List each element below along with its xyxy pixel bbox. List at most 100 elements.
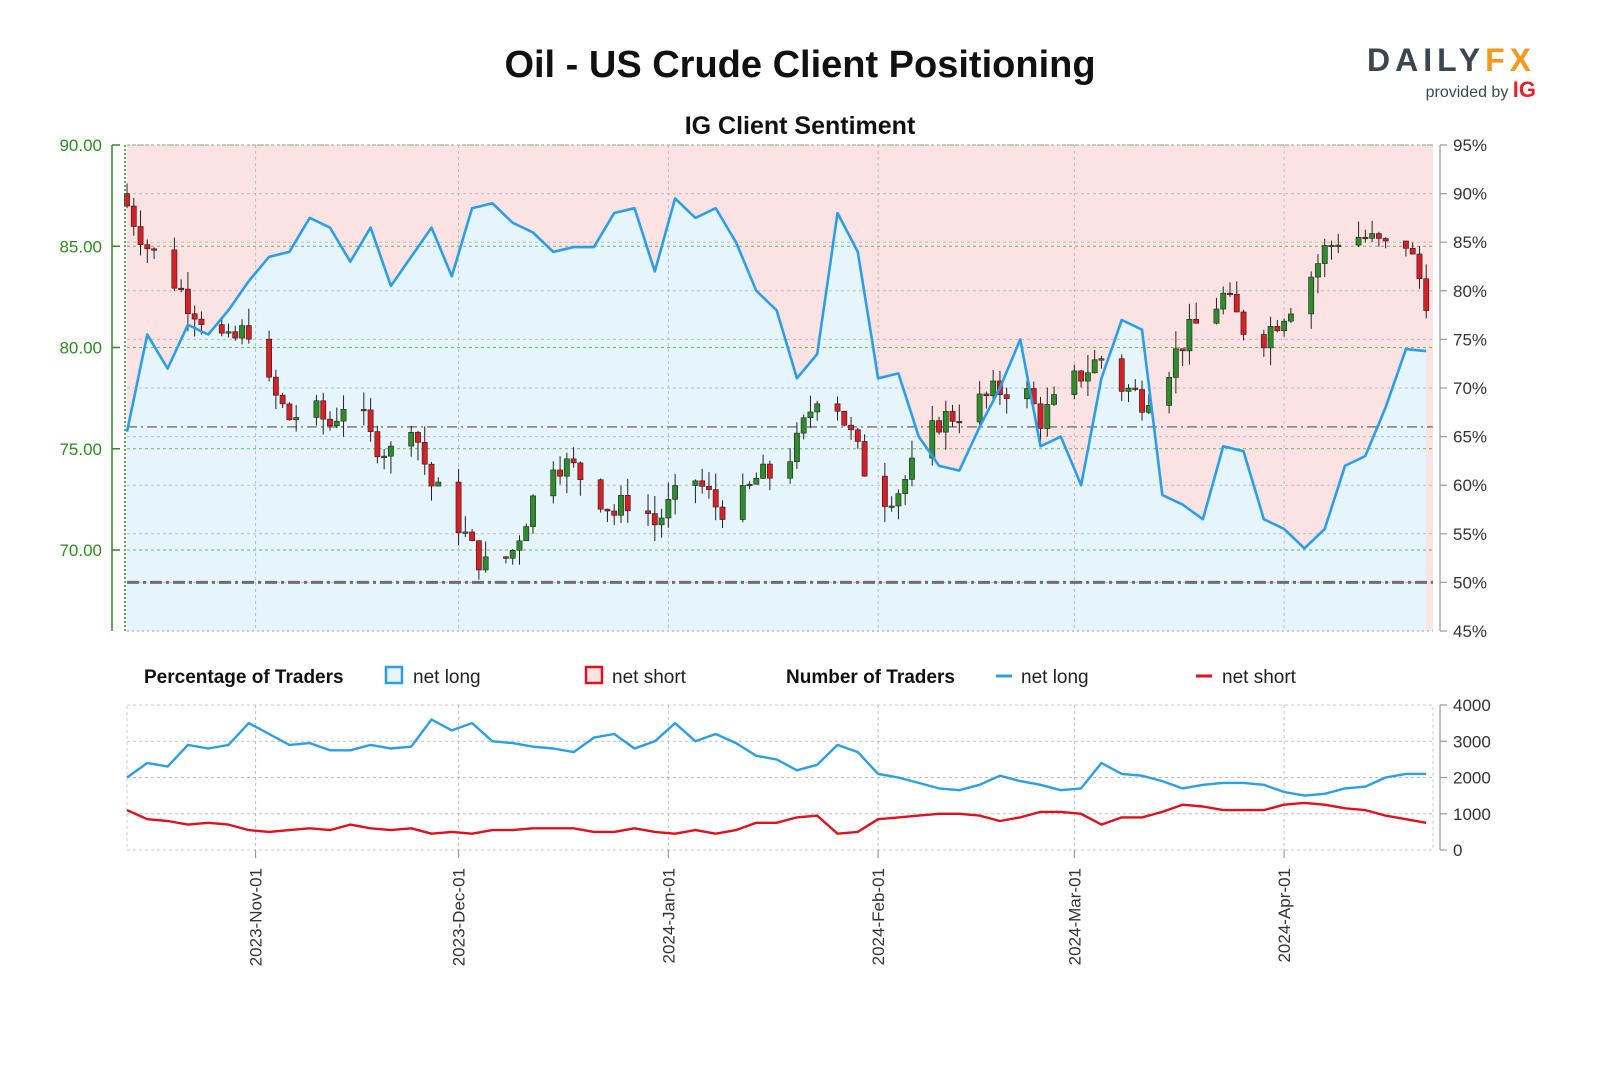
logo-brand: DAILYFX: [1367, 42, 1536, 79]
candle-body: [272, 376, 279, 396]
candle-body: [1416, 253, 1423, 280]
candle-body: [218, 324, 225, 334]
candle-body: [1227, 292, 1233, 295]
candle-body: [1281, 320, 1288, 332]
price-candles: [124, 183, 1430, 580]
candle-body: [1335, 244, 1342, 247]
candle-body: [936, 420, 942, 433]
candle-body: [976, 393, 983, 423]
date-tick-label: 2024-Jan-01: [659, 868, 678, 963]
traders-tick-label: 0: [1453, 841, 1462, 860]
candle-body: [320, 400, 327, 420]
right-tick-label: 80%: [1453, 282, 1487, 301]
candle-body: [516, 540, 523, 551]
date-axis-labels: 2023-Nov-01 2023-Dec-01 2024-Jan-01 2024-Fe…: [247, 850, 1294, 966]
candle-body: [1071, 370, 1078, 395]
right-tick-label: 45%: [1453, 622, 1487, 641]
candle-body: [1213, 308, 1220, 324]
candle-body: [760, 463, 766, 479]
candle-body: [570, 458, 577, 464]
candle-body: [1240, 311, 1247, 335]
candle-body: [1274, 326, 1281, 332]
candle-body: [814, 403, 821, 413]
candle-body: [360, 409, 367, 412]
candle-body: [1315, 263, 1321, 278]
candle-body: [144, 244, 151, 250]
candle-body: [279, 394, 286, 405]
candle-body: [1098, 358, 1105, 361]
candle-body: [699, 480, 706, 487]
reference-lines: [127, 144, 1433, 631]
candle-body: [1125, 387, 1132, 392]
candle-body: [1382, 238, 1389, 242]
right-tick-label: 65%: [1453, 428, 1487, 447]
net-long-pct-path: [125, 197, 1427, 550]
candle-body: [367, 409, 374, 432]
right-tick-label: 60%: [1453, 476, 1487, 495]
candle-body: [1179, 348, 1186, 352]
right-tick-label: 75%: [1453, 330, 1487, 349]
candle-body: [990, 380, 997, 397]
candle-body: [124, 193, 130, 207]
candle-body: [408, 432, 415, 447]
candle-body: [550, 469, 557, 497]
right-tick-label: 70%: [1453, 379, 1487, 398]
traders-panel-axes: 4000 3000 2000 1000 0: [1439, 696, 1491, 860]
candle-body: [198, 318, 205, 325]
candle-body: [597, 479, 604, 510]
legend-pct-short-label: net short: [612, 667, 687, 688]
candle-body: [1308, 276, 1315, 315]
candle-body: [1233, 293, 1240, 313]
candle-body: [293, 417, 300, 421]
candle-body: [888, 505, 895, 508]
legend: Percentage of Traders net long net short…: [144, 665, 1297, 688]
candle-body: [1118, 358, 1125, 392]
candle-body: [1369, 233, 1375, 239]
candle-body: [746, 483, 753, 487]
candle-body: [909, 457, 915, 480]
traders-net-short-line: [126, 801, 1427, 835]
traders-tick-label: 3000: [1453, 732, 1491, 751]
candle-body: [834, 403, 841, 412]
candle-body: [1267, 326, 1274, 349]
candle-body: [956, 421, 963, 424]
candle-body: [523, 526, 530, 542]
candle-body: [388, 445, 394, 457]
candle-body: [983, 393, 990, 397]
traders-panel-grid: [126, 704, 1434, 851]
candle-body: [1328, 244, 1335, 248]
candle-body: [1078, 370, 1085, 382]
legend-pct-short-swatch: [584, 665, 604, 685]
candle-body: [1172, 348, 1179, 378]
candle-body: [286, 403, 293, 421]
candle-body: [313, 400, 320, 418]
traders-net-long-line: [126, 718, 1427, 797]
candle-body: [692, 480, 699, 486]
candle-body: [1091, 359, 1098, 374]
candle-body: [949, 411, 956, 422]
candle-body: [428, 463, 435, 487]
net-long-area: [127, 198, 1427, 631]
candle-body: [1355, 236, 1362, 246]
candle-body: [245, 325, 252, 340]
left-tick-label: 90.00: [59, 136, 102, 155]
candle-body: [895, 493, 902, 507]
candle-body: [841, 410, 848, 426]
candle-body: [178, 287, 185, 290]
candle-body: [651, 513, 658, 526]
candle-body: [1260, 334, 1267, 349]
right-tick-label: 85%: [1453, 233, 1487, 252]
candle-body: [861, 441, 868, 477]
candle-body: [719, 506, 726, 520]
candle-body: [787, 461, 794, 479]
candle-body: [232, 331, 239, 339]
candle-body: [1362, 236, 1369, 240]
candle-body: [475, 540, 482, 571]
candle-body: [185, 288, 191, 314]
candle-body: [1132, 387, 1139, 390]
sentiment-area: [127, 198, 1427, 631]
legend-pct-long-swatch: [384, 665, 404, 685]
left-tick-label: 70.00: [59, 541, 102, 560]
chart-title: Oil - US Crude Client Positioning: [504, 44, 1096, 86]
